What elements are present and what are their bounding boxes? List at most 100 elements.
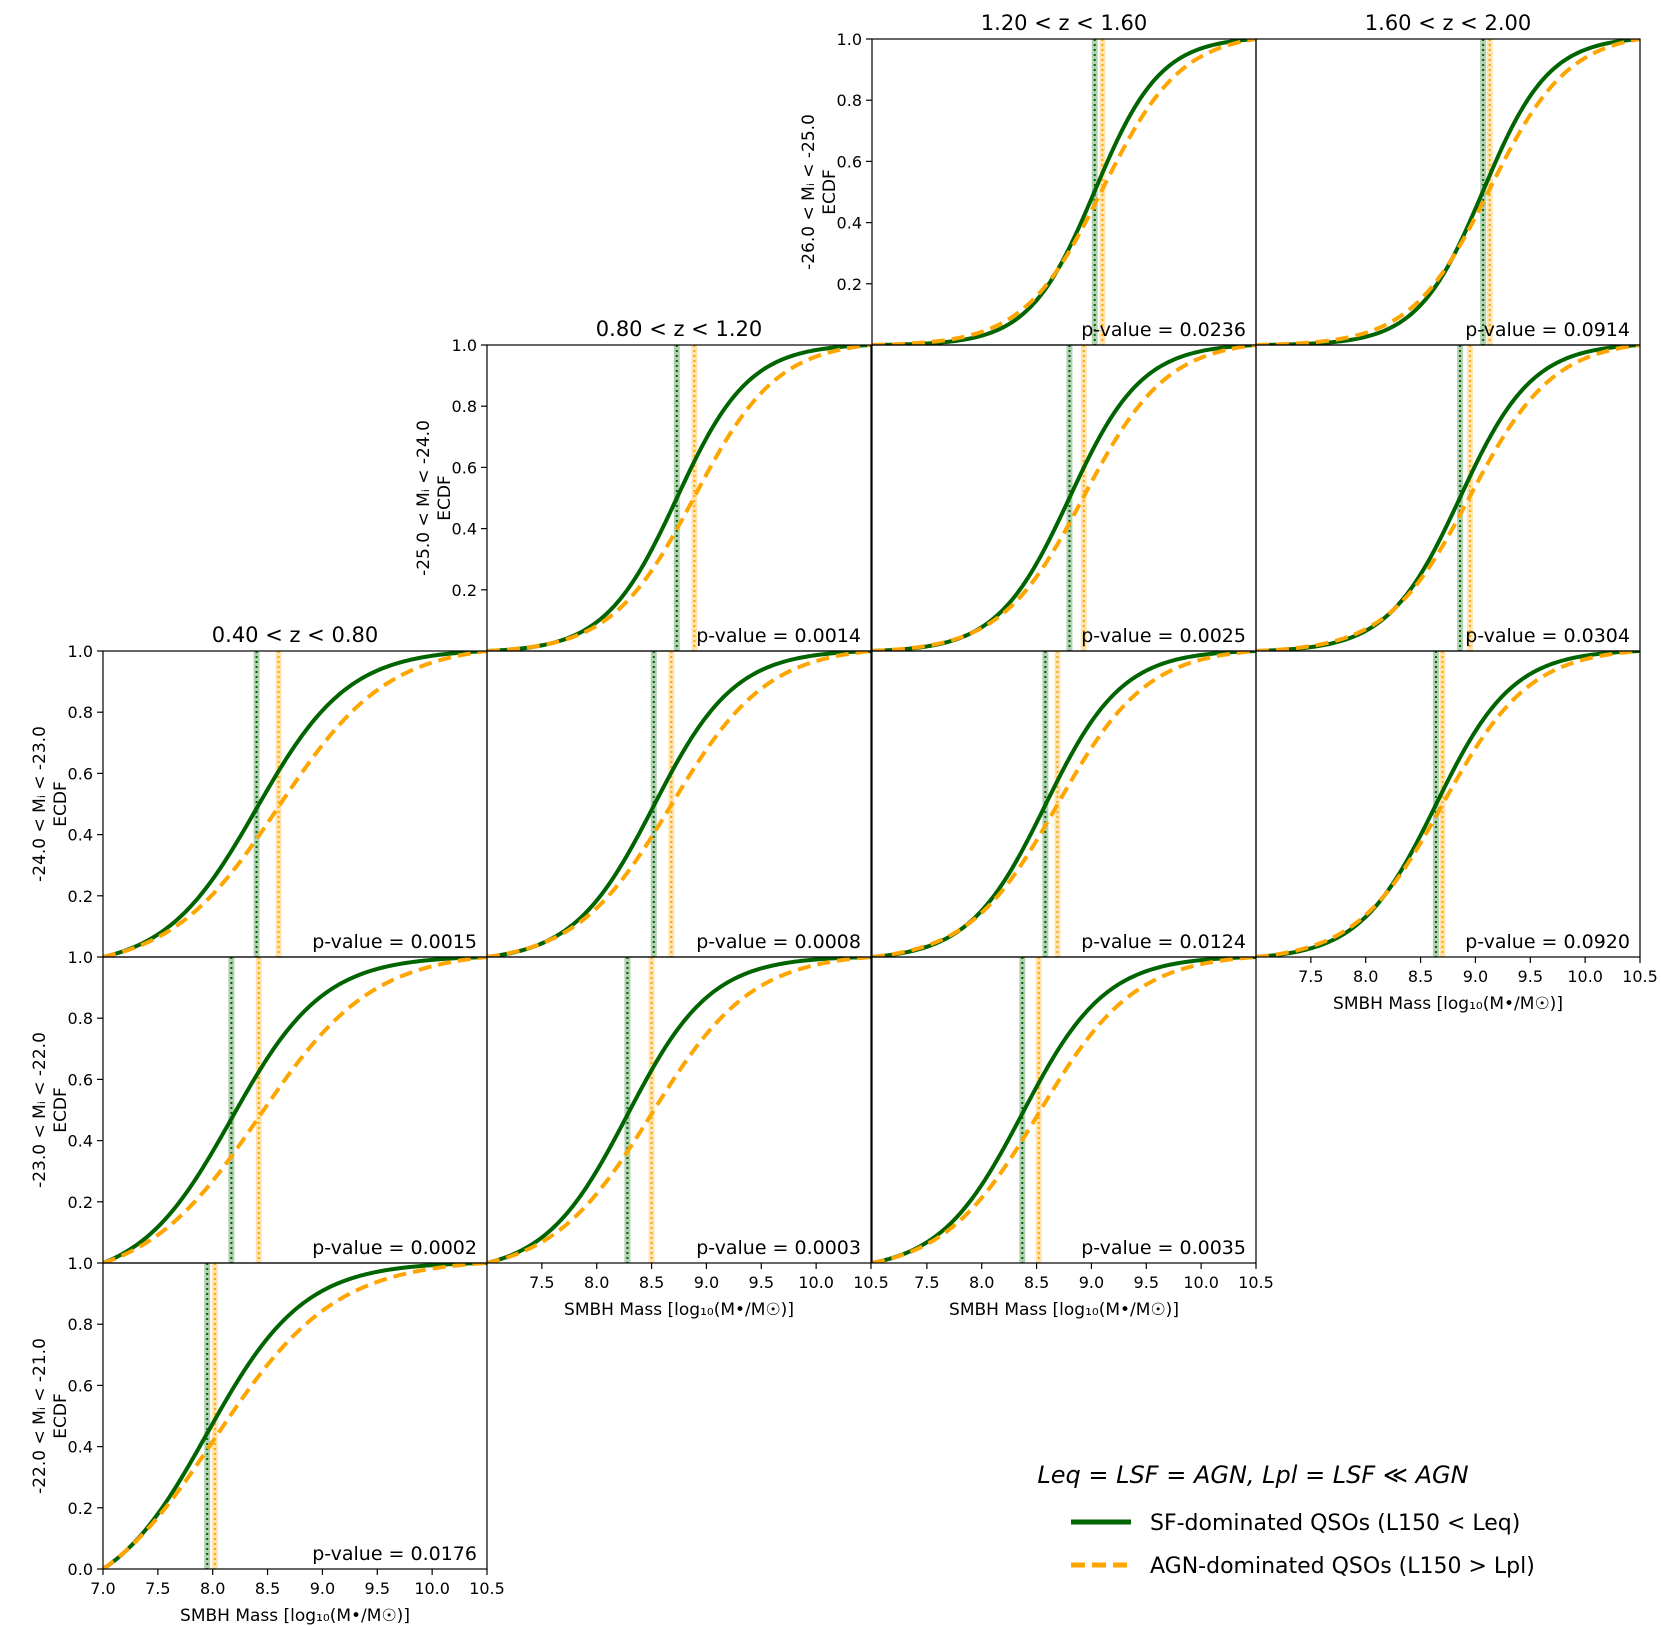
- y-tick-label: 0.2: [68, 1499, 93, 1518]
- ylabel-ecdf: ECDF: [51, 1087, 71, 1132]
- x-tick-label: 7.5: [145, 1579, 170, 1598]
- sf-median-band: [228, 957, 235, 1263]
- y-tick-label: 0.6: [68, 1376, 93, 1395]
- ylabel-ecdf: ECDF: [51, 781, 71, 826]
- y-tick-label: 0.8: [68, 1315, 93, 1334]
- row-label: -26.0 < Mᵢ < -25.0ECDF: [799, 114, 840, 270]
- agn-ecdf-curve: [487, 651, 871, 957]
- y-tick-label: 1.0: [837, 30, 862, 49]
- panel-r0-c3: p-value = 0.0914: [1255, 38, 1641, 346]
- y-tick-label: 1.0: [68, 642, 93, 661]
- x-tick-label: 10.5: [1622, 967, 1658, 986]
- column-title: 1.60 < z < 2.00: [1365, 11, 1531, 35]
- y-tick-label: 0.6: [452, 458, 477, 477]
- y-tick-label: 0.8: [68, 703, 93, 722]
- y-tick-label: 0.4: [68, 826, 93, 845]
- y-tick-label: 0.4: [68, 1132, 93, 1151]
- x-tick-label: 10.5: [469, 1579, 505, 1598]
- p-value-label: p-value = 0.0920: [1465, 931, 1630, 953]
- x-axis-label: SMBH Mass [log₁₀(M•/M☉)]: [180, 1606, 410, 1626]
- panel-frame: [102, 956, 488, 1264]
- y-tick-label: 0.2: [68, 1193, 93, 1212]
- x-tick-label: 7.0: [90, 1579, 115, 1598]
- agn-ecdf-curve: [872, 345, 1256, 651]
- y-tick-label: 0.4: [68, 1438, 93, 1457]
- x-tick-label: 8.0: [1353, 967, 1378, 986]
- ylabel-ecdf: ECDF: [435, 475, 455, 520]
- agn-median-band: [1054, 651, 1061, 957]
- x-tick-label: 8.5: [639, 1273, 664, 1292]
- x-axis-label: SMBH Mass [log₁₀(M•/M☉)]: [949, 1300, 1179, 1320]
- y-tick-label: 0.6: [68, 1070, 93, 1089]
- x-tick-label: 8.0: [584, 1273, 609, 1292]
- agn-ecdf-curve: [1256, 345, 1640, 651]
- x-tick-label: 10.0: [1567, 967, 1603, 986]
- sf-ecdf-curve: [1256, 651, 1640, 957]
- agn-ecdf-curve: [1256, 651, 1640, 957]
- x-tick-label: 8.5: [1408, 967, 1433, 986]
- x-axis-label: SMBH Mass [log₁₀(M•/M☉)]: [564, 1300, 794, 1320]
- agn-ecdf-curve: [872, 957, 1256, 1263]
- row-label: -23.0 < Mᵢ < -22.0ECDF: [30, 1032, 71, 1188]
- panel-r1-c3: p-value = 0.0304: [1255, 344, 1641, 652]
- agn-ecdf-curve: [103, 1263, 487, 1569]
- p-value-label: p-value = 0.0002: [312, 1237, 477, 1259]
- agn-ecdf-curve: [487, 345, 871, 651]
- y-tick-label: 0.8: [837, 91, 862, 110]
- sf-ecdf-curve: [1256, 345, 1640, 651]
- y-tick-label: 0.6: [68, 764, 93, 783]
- agn-ecdf-curve: [872, 39, 1256, 345]
- panel-frame: [486, 650, 872, 958]
- y-tick-label: 0.6: [837, 152, 862, 171]
- row-label: -25.0 < Mᵢ < -24.0ECDF: [414, 420, 455, 576]
- agn-ecdf-curve: [103, 957, 487, 1263]
- x-tick-label: 7.5: [529, 1273, 554, 1292]
- panel-r1-c2: p-value = 0.0025: [871, 344, 1257, 652]
- sf-ecdf-curve: [872, 345, 1256, 651]
- panel-r0-c2: 0.2 0.4 0.6 0.8 1.0 p-value = 0.0236: [837, 30, 1257, 346]
- sf-ecdf-curve: [487, 957, 871, 1263]
- sf-median-band: [204, 1263, 211, 1569]
- sf-ecdf-curve: [872, 957, 1256, 1263]
- agn-median-band: [1035, 957, 1042, 1263]
- x-tick-label: 10.5: [853, 1273, 889, 1292]
- agn-ecdf-curve: [487, 957, 871, 1263]
- sf-ecdf-curve: [103, 1263, 487, 1569]
- y-tick-label: 1.0: [68, 1254, 93, 1273]
- x-tick-label: 9.0: [310, 1579, 335, 1598]
- x-tick-label: 10.0: [414, 1579, 450, 1598]
- x-tick-label: 10.5: [1238, 1273, 1274, 1292]
- y-tick-label: 0.8: [452, 397, 477, 416]
- ylabel-ecdf: ECDF: [51, 1393, 71, 1438]
- panel-frame: [102, 1262, 488, 1570]
- sf-ecdf-curve: [103, 651, 487, 957]
- legend: Leq = LSF = AGN, Lpl = LSF ≪ AGN SF-domi…: [1037, 1461, 1534, 1579]
- legend-agn-label: AGN-dominated QSOs (L150 > Lpl): [1150, 1554, 1535, 1579]
- panel-r2-c3: 7.5 8.0 8.5 9.0 9.5 10.0 10.5 SMBH Mass [log₁₀(…: [1255, 650, 1658, 1014]
- x-tick-label: 7.5: [1298, 967, 1323, 986]
- x-tick-label: 8.0: [200, 1579, 225, 1598]
- x-tick-label: 9.5: [1134, 1273, 1159, 1292]
- panel-frame: [486, 956, 872, 1264]
- x-tick-label: 9.0: [1463, 967, 1488, 986]
- y-tick-label: 0.4: [837, 214, 862, 233]
- row-label: -24.0 < Mᵢ < -23.0ECDF: [30, 726, 71, 882]
- panels: 0.40 < z < 0.80 0.80 < z < 1.20 1.20 < z <…: [30, 11, 1658, 1626]
- x-tick-label: 8.0: [969, 1273, 994, 1292]
- agn-median-band: [648, 957, 655, 1263]
- panel-frame: [102, 650, 488, 958]
- panel-frame: [1255, 38, 1641, 346]
- x-axis-label: SMBH Mass [log₁₀(M•/M☉)]: [1333, 994, 1563, 1014]
- agn-ecdf-curve: [872, 651, 1256, 957]
- y-tick-label: 0.4: [452, 520, 477, 539]
- panel-frame: [871, 344, 1257, 652]
- panel-r3-c1: 7.5 8.0 8.5 9.0 9.5 10.0 10.5 SMBH Mass [log₁₀(…: [486, 956, 889, 1320]
- p-value-label: p-value = 0.0236: [1081, 319, 1246, 341]
- panel-frame: [871, 38, 1257, 346]
- x-tick-label: 8.5: [1024, 1273, 1049, 1292]
- column-title: 1.20 < z < 1.60: [981, 11, 1147, 35]
- sf-ecdf-curve: [1256, 39, 1640, 345]
- panel-r1-c1: 0.2 0.4 0.6 0.8 1.0 p-value = 0.0014: [452, 336, 872, 652]
- x-tick-label: 7.5: [914, 1273, 939, 1292]
